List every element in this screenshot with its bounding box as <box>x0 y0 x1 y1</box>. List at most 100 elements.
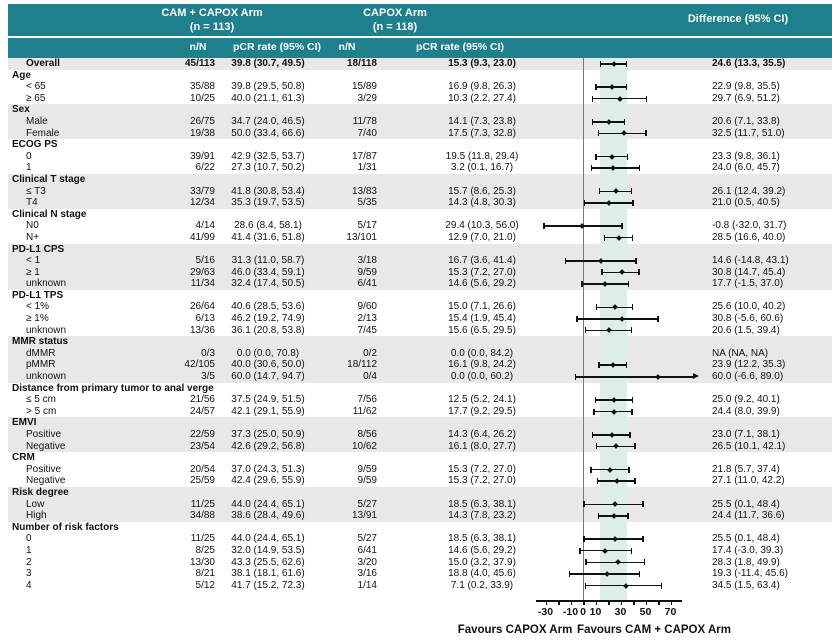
cam-nn-cell: 10/25 <box>189 92 215 104</box>
table-row: ≤ T3 33/79 41.8 (30.8, 53.4) 13/83 15.7 (8.6… <box>8 185 832 198</box>
cam-pcr-cell: 42.1 (29.1, 55.9) <box>231 405 305 417</box>
cam-nn-cell: 11/34 <box>190 278 215 290</box>
ci-arrow-right-icon <box>693 373 699 380</box>
ci-line <box>593 408 633 415</box>
cam-pcr-cell: 40.6 (28.5, 53.6) <box>231 301 305 313</box>
difference-cell: 22.9 (9.8, 35.5) <box>712 81 780 93</box>
difference-cell: 24.4 (11.7, 36.6) <box>712 510 785 522</box>
point-estimate-marker <box>613 443 619 450</box>
table-row: High 34/88 38.6 (28.4, 49.6) 13/91 14.3 (7.8… <box>8 510 832 522</box>
forest-plot-cell <box>540 522 700 534</box>
cam-nn-cell: 42/105 <box>184 359 215 371</box>
cam-pcr-cell: 43.3 (25.5, 62.6) <box>231 556 305 568</box>
capox-pcr-cell: 29.4 (10.3, 56.0) <box>445 220 519 232</box>
difference-cell: 30.8 (-5.6, 60.6) <box>712 313 784 325</box>
cam-nn-cell: 23/54 <box>189 440 215 452</box>
cam-pcr-cell: 38.1 (18.1, 61.6) <box>231 568 305 580</box>
point-estimate-marker <box>602 281 608 287</box>
cam-nn-cell: 33/79 <box>189 185 215 197</box>
difference-cell: 20.6 (7.1, 33.8) <box>712 115 780 127</box>
point-estimate-marker <box>607 466 614 473</box>
point-estimate-marker <box>615 559 622 566</box>
ci-line <box>585 559 646 566</box>
capox-pcr-cell: 14.3 (4.8, 30.3) <box>448 197 516 209</box>
table-row: Sex <box>8 104 832 116</box>
cam-pcr-cell: 31.3 (11.0, 58.7) <box>231 255 305 267</box>
capox-pcr-cell: 15.3 (7.2, 27.0) <box>448 475 516 487</box>
point-estimate-marker <box>614 478 620 485</box>
difference-cell: 25.5 (0.1, 48.4) <box>712 498 780 510</box>
forest-plot-cell <box>540 533 700 545</box>
cam-pcr-cell: 41.8 (30.8, 53.4) <box>231 185 305 197</box>
difference-cell: 24.4 (8.0, 39.9) <box>712 405 780 417</box>
cam-nn-cell: 13/36 <box>189 324 215 336</box>
subgroup-label-cell: 3 <box>26 568 32 580</box>
capox-nn-cell: 5/35 <box>357 197 377 209</box>
difference-cell: 25.0 (9.2, 40.1) <box>712 394 780 406</box>
subgroup-label-cell: 4 <box>26 579 32 591</box>
cam-nn-cell: 41/99 <box>189 231 215 243</box>
subgroup-label-cell: Overall <box>26 58 60 69</box>
point-estimate-marker <box>620 130 627 137</box>
table-row: dMMR 0/3 0.0 (0.0, 70.8) 0/2 0.0 (0.0, 84.2)… <box>8 347 832 360</box>
capox-nn-cell: 7/56 <box>357 394 377 406</box>
axis-tick <box>595 600 597 605</box>
ci-line <box>574 373 699 380</box>
group-label-cell: Number of risk factors <box>12 521 119 533</box>
cam-nn-cell: 35/88 <box>189 81 215 93</box>
capox-pcr-cell: 0.0 (0.0, 60.2) <box>450 371 514 383</box>
difference-cell: 24.0 (6.0, 45.7) <box>712 162 780 174</box>
table-row: Number of risk factors <box>8 522 832 534</box>
forest-plot-cell <box>540 371 700 383</box>
point-estimate-marker <box>655 373 661 380</box>
capox-nn-cell: 9/59 <box>357 266 377 278</box>
cam-nn-cell: 12/34 <box>189 197 215 209</box>
subgroup-label-cell: < 1% <box>26 301 50 313</box>
point-estimate-marker <box>610 513 617 519</box>
subgroup-label-cell: pMMR <box>26 359 56 371</box>
capox-pcr-cell: 15.0 (3.2, 37.9) <box>448 556 516 568</box>
capox-nn-cell: 9/59 <box>357 475 377 487</box>
point-estimate-marker <box>604 571 610 577</box>
capox-nn-cell: 6/41 <box>357 278 377 290</box>
capox-pcr-cell: 7.1 (0.2, 33.9) <box>450 579 514 591</box>
forest-plot-cell <box>540 557 700 569</box>
difference-cell: 24.6 (13.3, 35.5) <box>712 58 786 69</box>
cam-pcr-cell: 44.0 (24.4, 65.1) <box>231 498 305 510</box>
capox-nn-cell: 9/60 <box>357 301 377 313</box>
difference-cell: 60.0 (-6.6, 89.0) <box>712 371 784 383</box>
difference-cell: 14.6 (-14.8, 43.1) <box>712 255 789 267</box>
difference-cell: 32.5 (11.7, 51.0) <box>712 127 785 139</box>
subgroup-label-cell: Male <box>26 115 48 127</box>
table-row: 1 6/22 27.3 (10.7, 50.2) 1/31 3.2 (0.1, 16.7… <box>8 162 832 174</box>
group-label-cell: EMVI <box>12 417 37 429</box>
capox-nn-cell: 1/31 <box>357 162 377 174</box>
table-row: T4 12/34 35.3 (19.7, 53.5) 5/35 14.3 (4.8, 3… <box>8 197 832 209</box>
table-header-sub: n/N pCR rate (95% CI) n/N pCR rate (95% … <box>8 38 832 58</box>
table-row: N+ 41/99 41.4 (31.6, 51.8) 13/101 12.9 (7.0,… <box>8 232 832 244</box>
difference-cell: 26.1 (12.4, 39.2) <box>712 185 786 197</box>
forest-plot-cell <box>540 545 700 557</box>
cam-arm-column-header: CAM + CAPOX Arm (n = 113) <box>161 7 262 34</box>
ci-line <box>568 571 641 577</box>
table-row: Distance from primary tumor to anal verg… <box>8 383 832 395</box>
ci-line <box>599 60 628 67</box>
cam-nn-cell: 5/12 <box>195 579 215 591</box>
axis-tick <box>658 600 660 605</box>
forest-plot-cell <box>540 383 700 395</box>
cam-nn-cell: 21/56 <box>189 394 215 406</box>
cam-pcr-cell: 37.5 (24.9, 51.5) <box>231 394 305 406</box>
ci-line <box>564 258 638 264</box>
cam-arm-title: CAM + CAPOX Arm <box>161 7 263 19</box>
table-row: 0 11/25 44.0 (24.4, 65.1) 5/27 18.5 (6.3, 38… <box>8 533 832 545</box>
cam-pcr-cell: 39.8 (30.7, 49.5) <box>231 58 305 69</box>
table-row: Positive 22/59 37.3 (25.0, 50.9) 8/56 14.3 (… <box>8 429 832 441</box>
cam-pcr-cell: 37.3 (25.0, 50.9) <box>231 429 305 440</box>
table-row: ECOG PS <box>8 139 832 151</box>
forest-plot-cell <box>540 104 700 116</box>
ci-line <box>595 153 629 160</box>
subgroup-label-cell: ≥ 1 <box>26 266 40 278</box>
capox-pcr-cell: 15.0 (7.1, 26.6) <box>448 301 516 313</box>
axis-tick <box>670 600 672 605</box>
capox-pcr-cell: 17.5 (7.3, 32.8) <box>448 127 516 139</box>
